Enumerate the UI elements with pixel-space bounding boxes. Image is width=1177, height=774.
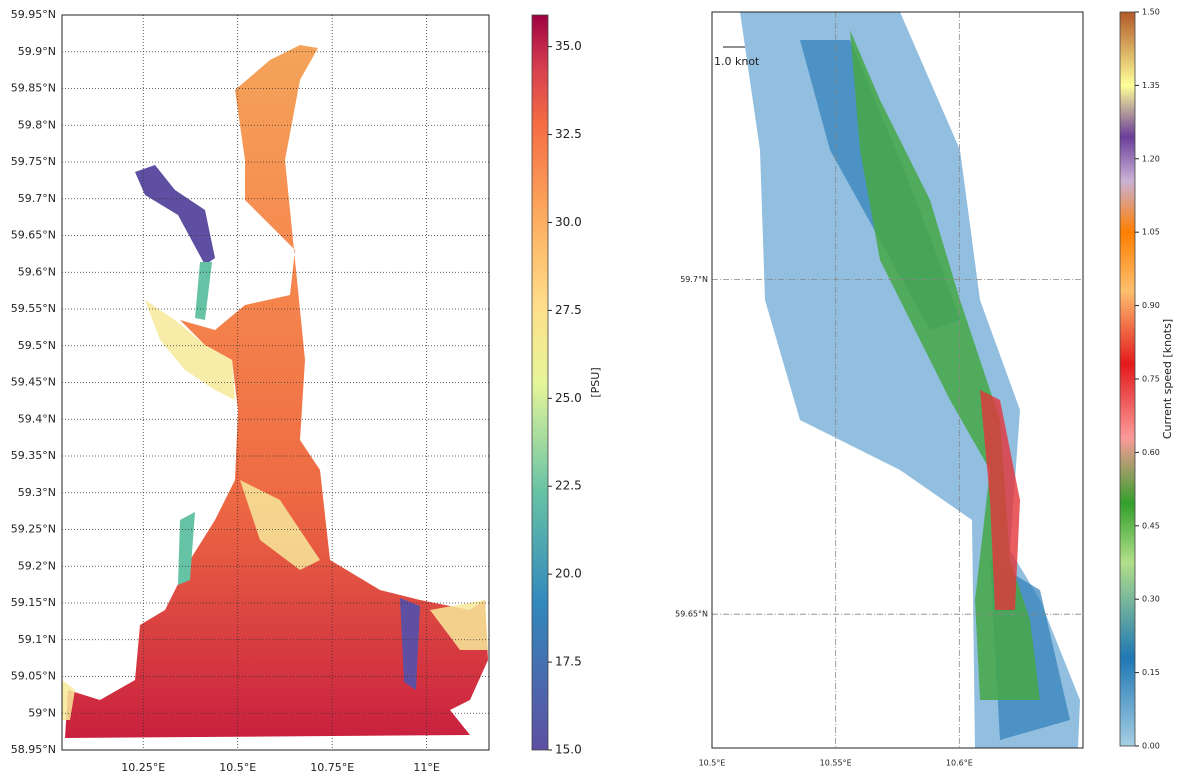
y-tick-label: 59.7°N	[680, 275, 708, 284]
colorbar-tick-label: 0.90	[1142, 301, 1160, 310]
x-tick-label: 11°E	[413, 761, 439, 774]
current-map	[723, 12, 1080, 748]
colorbar-tick-label: 1.35	[1142, 81, 1160, 90]
y-tick-label: 59.4°N	[18, 412, 56, 425]
plot-frame	[711, 11, 1084, 749]
y-tick-label: 59.85°N	[11, 82, 56, 95]
y-tick-label: 59.7°N	[18, 192, 56, 205]
y-tick-label: 59.25°N	[11, 523, 56, 536]
colorbar	[531, 14, 549, 751]
plot-frame	[61, 14, 490, 751]
salinity-map	[62, 45, 488, 738]
channel	[800, 40, 1070, 740]
y-tick-label: 59.1°N	[18, 633, 56, 646]
y-tick-label: 59.5°N	[18, 339, 56, 352]
colorbar-tick-label: 22.5	[555, 479, 582, 493]
colorbar-tick-label: 0.30	[1142, 595, 1160, 604]
y-tick-label: 59.35°N	[11, 449, 56, 462]
x-tick-label: 10.25°E	[121, 761, 165, 774]
colorbar-tick-label: 17.5	[555, 655, 582, 669]
y-tick-label: 59.75°N	[11, 155, 56, 168]
y-tick-label: 59.95°N	[11, 8, 56, 21]
y-tick-label: 59.65°N	[11, 229, 56, 242]
colorbar-label: Current speed [knots]	[1161, 319, 1174, 439]
colorbar-tick-label: 20.0	[555, 567, 582, 581]
colorbar-tick-label: 15.0	[555, 743, 582, 757]
river-inlet	[178, 262, 212, 585]
y-tick-label: 59.8°N	[18, 118, 56, 131]
colorbar-tick-label: 32.5	[555, 127, 582, 141]
colorbar	[1119, 11, 1136, 747]
y-tick-label: 59.45°N	[11, 376, 56, 389]
y-tick-label: 59.05°N	[11, 670, 56, 683]
y-tick-label: 59.9°N	[18, 45, 56, 58]
colorbar-tick-label: 0.15	[1142, 668, 1160, 677]
fast-current	[980, 390, 1020, 610]
colorbar-tick-label: 25.0	[555, 391, 582, 405]
colorbar-tick-label: 1.20	[1142, 154, 1160, 163]
y-tick-label: 58.95°N	[11, 743, 56, 756]
colorbar-tick-label: 1.05	[1142, 228, 1160, 237]
y-tick-label: 59.55°N	[11, 302, 56, 315]
x-tick-label: 10.5°E	[219, 761, 256, 774]
scale-label: 1.0 knot	[714, 55, 760, 68]
x-tick-label: 10.6°E	[946, 759, 973, 768]
colorbar-tick-label: 35.0	[555, 39, 582, 53]
y-tick-label: 59.65°N	[675, 610, 708, 619]
y-tick-label: 59°N	[28, 706, 56, 719]
colorbar-tick-label: 0.00	[1142, 742, 1160, 751]
colorbar-label: [PSU]	[589, 367, 602, 397]
y-tick-label: 59.6°N	[18, 265, 56, 278]
colorbar-tick-label: 0.45	[1142, 521, 1160, 530]
y-tick-label: 59.15°N	[11, 596, 56, 609]
colorbar-tick-label: 27.5	[555, 303, 582, 317]
colorbar-tick-label: 0.75	[1142, 375, 1160, 384]
colorbar-tick-label: 1.50	[1142, 8, 1160, 17]
y-tick-label: 59.2°N	[18, 559, 56, 572]
x-tick-label: 10.5°E	[699, 759, 726, 768]
x-tick-label: 10.75°E	[310, 761, 354, 774]
colorbar-tick-label: 0.60	[1142, 448, 1160, 457]
colorbar-tick-label: 30.0	[555, 215, 582, 229]
fjord-water	[65, 45, 488, 738]
y-tick-label: 59.3°N	[18, 486, 56, 499]
brackish-water	[62, 300, 488, 720]
x-tick-label: 10.55°E	[820, 759, 852, 768]
